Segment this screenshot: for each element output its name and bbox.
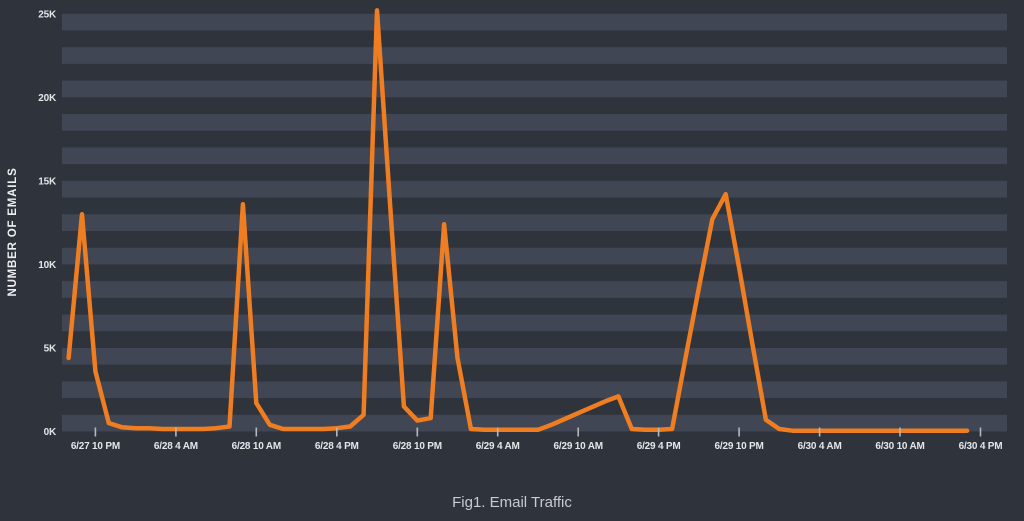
email-traffic-chart: 0K 5K 10K 15K 20K 25K 6/27 10 PM 6/28 4 AM 6/28 … — [7, 8, 1007, 452]
y-tick-label: 5K — [44, 343, 57, 354]
plot-stripes — [62, 13, 1007, 432]
y-tick-label: 15K — [38, 176, 57, 187]
y-tick-label: 20K — [38, 93, 57, 104]
x-tick-label: 6/29 4 PM — [637, 441, 681, 452]
x-tick-label: 6/28 10 AM — [232, 441, 281, 452]
x-tick-label: 6/28 10 PM — [393, 441, 442, 452]
x-tick-label: 6/28 4 AM — [154, 441, 198, 452]
x-tick-label: 6/30 10 AM — [875, 441, 924, 452]
email-traffic-series — [66, 8, 970, 433]
y-tick-label: 10K — [38, 260, 57, 271]
figure-caption: Fig1. Email Traffic — [452, 494, 572, 511]
x-tick-label: 6/29 10 AM — [554, 441, 603, 452]
y-axis-title: NUMBER OF EMAILS — [7, 167, 19, 296]
x-tick-label: 6/27 10 PM — [71, 441, 120, 452]
y-axis-labels: 0K 5K 10K 15K 20K 25K — [38, 9, 57, 438]
x-tick-label: 6/29 10 PM — [715, 441, 764, 452]
x-tick-label: 6/30 4 PM — [959, 441, 1003, 452]
x-axis-labels: 6/27 10 PM 6/28 4 AM 6/28 10 AM 6/28 4 PM 6/… — [71, 427, 1003, 452]
x-tick-label: 6/30 4 AM — [798, 441, 842, 452]
y-tick-label: 25K — [38, 9, 57, 20]
x-tick-label: 6/29 4 AM — [476, 441, 520, 452]
y-tick-label: 0K — [44, 427, 57, 438]
x-tick-label: 6/28 4 PM — [315, 441, 359, 452]
